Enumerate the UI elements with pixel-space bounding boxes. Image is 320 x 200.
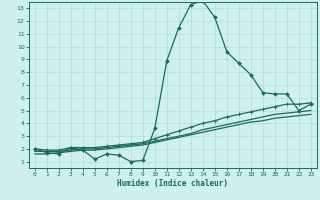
X-axis label: Humidex (Indice chaleur): Humidex (Indice chaleur)	[117, 179, 228, 188]
